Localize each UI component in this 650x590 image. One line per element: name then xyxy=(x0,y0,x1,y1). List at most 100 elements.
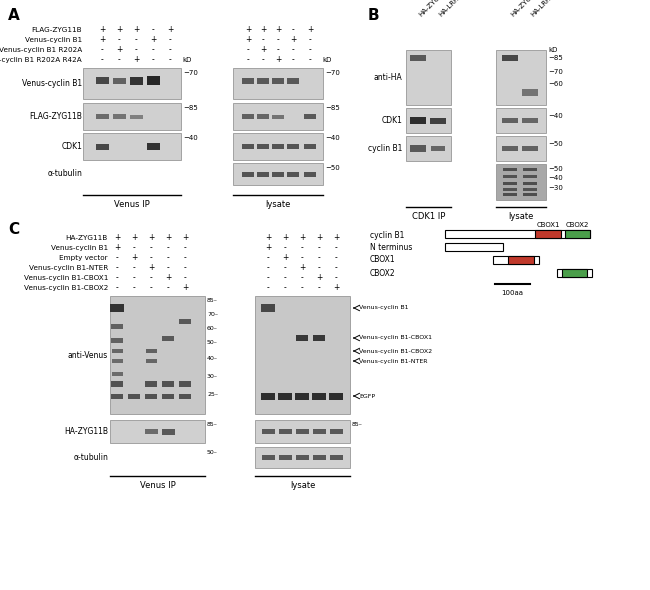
Bar xyxy=(296,335,308,341)
Text: HA-ZYG11B: HA-ZYG11B xyxy=(510,0,543,18)
Bar xyxy=(503,168,517,171)
Bar xyxy=(535,230,561,238)
Text: lysate: lysate xyxy=(290,481,315,490)
Text: +: + xyxy=(116,45,122,54)
Text: −40: −40 xyxy=(325,135,340,141)
Bar xyxy=(313,455,326,460)
Bar xyxy=(233,163,323,185)
Text: +: + xyxy=(167,25,173,34)
Bar xyxy=(278,392,292,399)
Text: -: - xyxy=(151,25,155,34)
Bar xyxy=(162,381,174,387)
Text: -: - xyxy=(335,244,337,253)
Bar xyxy=(304,114,316,119)
Text: Venus-cyclin B1: Venus-cyclin B1 xyxy=(25,37,82,43)
Text: -: - xyxy=(101,45,103,54)
Bar xyxy=(144,429,157,434)
Text: +: + xyxy=(316,274,322,283)
Bar xyxy=(255,420,350,443)
Text: 100aa: 100aa xyxy=(501,290,523,296)
Bar xyxy=(112,349,122,353)
Bar xyxy=(129,77,142,84)
Bar xyxy=(233,133,323,160)
Text: -: - xyxy=(300,244,304,253)
Bar xyxy=(257,144,269,149)
Bar xyxy=(112,372,122,376)
Text: -: - xyxy=(166,264,170,273)
Text: 85–: 85– xyxy=(207,422,218,428)
Text: -: - xyxy=(168,35,172,44)
Bar xyxy=(261,429,274,434)
Bar xyxy=(287,172,299,176)
Text: +: + xyxy=(275,25,281,34)
Bar xyxy=(162,394,174,398)
Bar xyxy=(496,50,546,105)
Text: −60: −60 xyxy=(548,81,563,87)
Text: +: + xyxy=(133,25,139,34)
Bar xyxy=(128,394,140,398)
Bar xyxy=(145,394,157,398)
Text: -: - xyxy=(318,264,320,273)
Text: -: - xyxy=(246,55,250,64)
Bar xyxy=(146,143,159,150)
Bar xyxy=(255,296,350,414)
Text: EGFP: EGFP xyxy=(359,394,375,398)
Bar xyxy=(162,336,174,340)
Bar xyxy=(330,455,343,460)
Text: -: - xyxy=(133,284,135,293)
Bar xyxy=(406,108,451,133)
Text: CBOX1: CBOX1 xyxy=(536,222,560,228)
Text: cyclin B1: cyclin B1 xyxy=(368,144,402,153)
Bar xyxy=(313,429,326,434)
Text: -: - xyxy=(335,274,337,283)
Text: -: - xyxy=(133,274,135,283)
Text: CDK1 IP: CDK1 IP xyxy=(412,212,445,221)
Text: -: - xyxy=(266,274,269,283)
Text: -: - xyxy=(150,254,152,263)
Bar xyxy=(179,381,191,387)
Text: CBOX2: CBOX2 xyxy=(566,222,589,228)
Bar xyxy=(522,88,538,96)
Bar xyxy=(522,118,538,123)
Text: -: - xyxy=(116,254,118,263)
Bar xyxy=(304,172,316,176)
Text: −50: −50 xyxy=(325,165,340,171)
Bar xyxy=(257,77,269,84)
Bar xyxy=(146,349,157,353)
Bar xyxy=(242,77,254,84)
Bar xyxy=(111,394,123,398)
Text: −40: −40 xyxy=(548,175,563,181)
Text: -: - xyxy=(135,35,137,44)
Bar xyxy=(278,429,291,434)
Bar xyxy=(430,117,446,123)
Text: −40: −40 xyxy=(548,113,563,119)
Text: +: + xyxy=(131,254,137,263)
Text: -: - xyxy=(283,284,287,293)
Bar xyxy=(233,103,323,130)
Bar xyxy=(312,392,326,399)
Text: −40: −40 xyxy=(183,135,198,141)
Bar xyxy=(96,77,109,84)
Text: −30: −30 xyxy=(548,185,563,191)
Bar xyxy=(179,319,191,323)
Text: 50–: 50– xyxy=(207,339,218,345)
Bar xyxy=(304,144,316,149)
Text: +: + xyxy=(150,35,156,44)
Bar xyxy=(96,114,109,119)
Bar xyxy=(503,175,517,178)
Text: -: - xyxy=(283,244,287,253)
Bar xyxy=(503,182,517,185)
Text: +: + xyxy=(260,45,266,54)
Bar xyxy=(295,392,309,399)
Text: HA-LRR-1: HA-LRR-1 xyxy=(530,0,557,18)
Text: -: - xyxy=(318,244,320,253)
Text: +: + xyxy=(333,284,339,293)
Text: +: + xyxy=(282,254,288,263)
Text: cyclin B1: cyclin B1 xyxy=(370,231,404,240)
Text: -: - xyxy=(309,35,311,44)
Text: -: - xyxy=(133,244,135,253)
Text: +: + xyxy=(245,25,251,34)
Bar xyxy=(496,164,546,200)
Bar xyxy=(508,256,534,264)
Bar xyxy=(503,188,517,191)
